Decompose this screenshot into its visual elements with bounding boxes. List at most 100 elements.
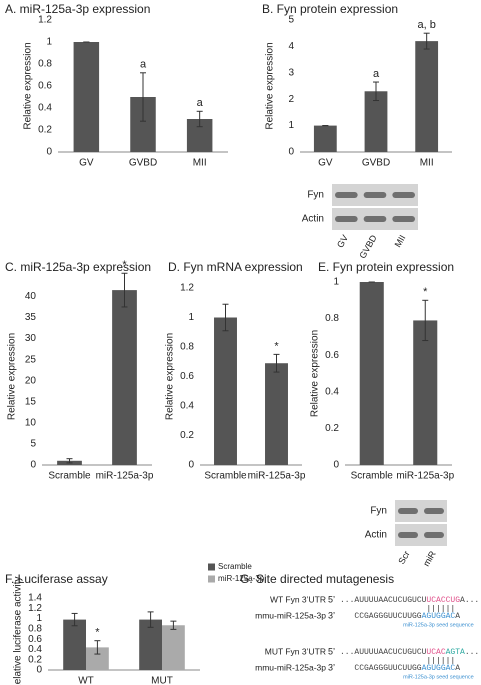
error-bar [273,353,280,373]
y-tick-label: 0 [188,460,194,471]
y-tick-label: 25 [25,354,37,365]
x-tick-label: miR-125a-3p [96,471,154,482]
y-tick-label: 20 [25,375,37,386]
y-tick-label: 0 [46,147,52,158]
y-tick-label: 2 [288,94,294,105]
sequence-segment: A [455,664,460,673]
blot-row-label: Actin [365,530,387,541]
blot-row-label: Fyn [370,506,387,517]
sequence-segment: CCGAGGGUUCUUGG [354,664,421,673]
blot-lane-label: Scr [396,549,411,566]
annotation: * [122,259,127,271]
annotation: a [373,68,380,80]
seed-note: miR-125a-3p seed sequence [403,622,474,628]
bar [265,363,288,465]
y-tick-label: 0 [288,147,294,158]
x-tick-label: MUT [151,676,173,685]
sequence-segment: UCAC [426,648,445,657]
error-bar [170,620,177,630]
chart-title: B. Fyn protein expression [262,2,398,16]
blot-band [424,532,444,538]
y-tick-label: 30 [25,333,37,344]
annotation: a [140,59,147,71]
blot-band [392,192,415,198]
bar [364,91,388,152]
y-tick-label: 0.8 [38,59,52,70]
blot-band [398,508,418,514]
sequence-segment: A... [460,596,479,605]
blot-band [363,216,387,222]
target-label: WT Fyn 3’UTR [270,594,326,604]
blot-lane-label: miR [421,549,438,568]
target-end: 5’ [328,594,335,604]
y-tick-label: 0.6 [28,634,42,645]
legend-swatch [208,575,215,583]
x-tick-label: GV [79,158,94,169]
chart-title: A. miR-125a-3p expression [5,2,150,16]
annotation: a [197,97,204,109]
blot-lane-label: GV [335,233,350,249]
error-bar [66,458,73,464]
chart-title: C. miR-125a-3p expression [5,260,151,274]
annotation: * [274,340,279,352]
panel-title: G. Site directed mutagenesis [240,572,394,586]
sequence-segment: AGUGGAC [422,664,456,673]
y-tick-label: 0 [333,460,339,471]
bar [63,619,86,670]
y-tick-label: 1 [46,37,52,48]
mirna-end: 3’ [328,610,335,620]
y-tick-label: 5 [288,15,294,26]
legend-swatch [208,563,215,571]
target-label: MUT Fyn 3’UTR [265,646,326,656]
y-tick-label: 3 [288,67,294,78]
x-tick-label: GV [318,158,333,169]
sequence-segment: ... [465,648,479,657]
error-bar [422,299,429,342]
y-tick-label: 4 [288,41,294,52]
bar [73,42,100,152]
error-bar [222,303,229,332]
y-tick-label: 1 [333,277,339,288]
bar [139,619,162,670]
y-tick-label: 1.2 [180,283,194,294]
y-tick-label: 1.4 [28,593,42,604]
y-tick-label: 0.2 [28,654,42,665]
y-tick-label: 0.2 [38,125,52,136]
blot-band [335,216,358,222]
y-axis-label: Relative expression [310,330,321,417]
legend-label: miR-125a-3p [218,574,265,583]
sequence-segment: A [455,612,460,621]
sequence-segment: CCGAGGGUUCUUGG [354,612,421,621]
error-bar [121,272,128,308]
blot-band [424,508,444,514]
blot-row-label: Fyn [307,190,324,201]
y-tick-label: 0.8 [180,342,194,353]
sequence-segment: ...AUUUUAACUCUGUCU [340,596,427,605]
y-tick-label: 0.2 [180,430,194,441]
blot-lane-label: MII [393,233,408,249]
mirna-label: mmu-miR-125a-3p [255,610,326,620]
bar [162,625,185,670]
chart-title: E. Fyn protein expression [318,260,454,274]
error-bar [147,611,154,628]
bar [214,317,237,465]
y-tick-label: 35 [25,312,37,323]
x-tick-label: WT [78,676,94,685]
y-axis-label: Relative expression [265,42,276,129]
sequence-segment: AGUGGAC [422,612,456,621]
mirna-sequence: CCGAGGGUUCUUGGAGUGGACA [354,612,460,621]
bar [313,125,337,152]
bar [359,282,384,465]
y-tick-label: 0.8 [28,623,42,634]
sequence-segment: ...AUUUUAACUCUGUCU [340,648,427,657]
blot-row-label: Actin [302,214,324,225]
y-axis-label: Relative expression [23,42,34,129]
y-tick-label: 1 [36,613,42,624]
y-tick-label: 0.4 [180,401,194,412]
blot-band [335,192,358,198]
mirna-label: mmu-miR-125a-3p [255,662,326,672]
y-tick-label: 0.8 [325,313,339,324]
bar [415,41,439,153]
seed-note: miR-125a-3p seed sequence [403,674,474,680]
